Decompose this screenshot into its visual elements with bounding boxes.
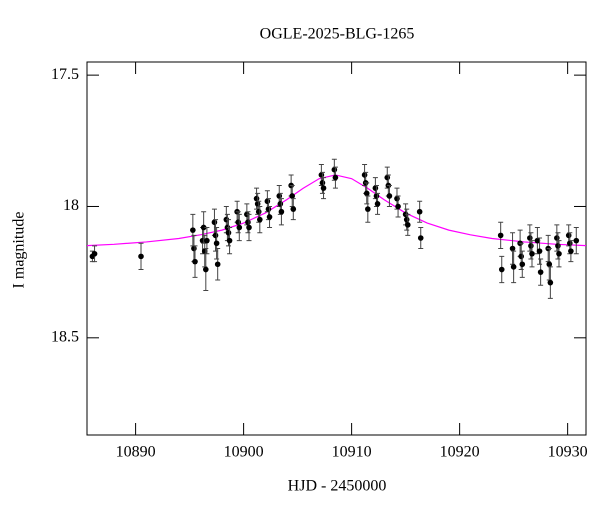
data-point xyxy=(373,193,380,199)
data-point xyxy=(253,195,260,202)
data-point xyxy=(138,253,144,260)
data-point xyxy=(537,269,544,275)
data-point xyxy=(246,224,252,231)
y-tick-label: 18 xyxy=(63,197,79,214)
data-point xyxy=(331,166,338,173)
data-point xyxy=(509,245,516,252)
data-point xyxy=(554,235,560,241)
data-point xyxy=(363,190,370,197)
data-point xyxy=(365,206,371,212)
data-point xyxy=(213,240,220,247)
data-point xyxy=(394,195,400,202)
data-point xyxy=(318,172,325,178)
data-point xyxy=(527,235,533,241)
data-point xyxy=(278,208,285,215)
plot-frame xyxy=(86,61,587,436)
x-tick-label: 10910 xyxy=(332,444,372,461)
data-point xyxy=(556,250,562,257)
data-point xyxy=(91,250,98,257)
data-point xyxy=(536,248,543,254)
data-point xyxy=(236,224,243,231)
model-curve xyxy=(87,174,586,247)
data-point xyxy=(546,261,553,268)
data-point xyxy=(235,219,242,226)
data-point xyxy=(573,237,580,244)
data-point xyxy=(497,232,504,239)
data-point xyxy=(266,214,273,220)
data-point xyxy=(211,219,218,226)
data-point xyxy=(384,174,391,181)
data-point xyxy=(190,227,196,233)
data-point xyxy=(265,206,272,212)
data-point xyxy=(404,222,411,228)
data-point xyxy=(254,201,261,207)
data-point xyxy=(372,185,379,191)
x-tick-label: 10900 xyxy=(224,444,264,461)
data-point xyxy=(361,172,368,178)
x-axis-label: HJD - 2450000 xyxy=(288,478,387,495)
data-point xyxy=(403,216,410,223)
x-tick-label: 10930 xyxy=(548,444,588,461)
data-point xyxy=(555,243,561,249)
y-tick-label: 17.5 xyxy=(51,66,79,83)
data-point xyxy=(289,193,296,199)
data-point xyxy=(225,229,232,236)
data-point xyxy=(529,250,535,257)
y-tick-label: 18.5 xyxy=(51,328,79,345)
data-point xyxy=(226,237,233,244)
data-point xyxy=(290,206,297,212)
plot-area xyxy=(87,158,586,299)
chart-title: OGLE-2025-BLG-1265 xyxy=(260,26,415,43)
data-point xyxy=(319,180,326,186)
data-point xyxy=(257,216,263,223)
y-axis-label: I magnitude xyxy=(11,212,28,289)
data-point xyxy=(200,224,207,231)
data-point xyxy=(568,248,574,254)
data-point xyxy=(528,243,534,249)
data-point xyxy=(277,201,284,207)
data-point xyxy=(566,240,573,247)
data-point xyxy=(276,193,283,199)
data-point xyxy=(518,253,524,260)
data-point xyxy=(534,237,541,244)
data-point xyxy=(320,185,327,191)
data-point xyxy=(416,208,423,215)
data-point xyxy=(204,237,210,244)
data-point xyxy=(374,201,381,207)
data-point xyxy=(498,266,505,273)
data-point xyxy=(332,174,339,181)
data-point xyxy=(192,258,198,265)
data-point xyxy=(519,261,526,268)
data-point xyxy=(510,264,517,270)
data-point xyxy=(547,279,554,286)
data-point xyxy=(386,193,393,199)
data-point xyxy=(245,219,251,226)
data-point xyxy=(417,235,424,241)
x-tick-label: 10890 xyxy=(116,444,156,461)
data-point xyxy=(264,198,271,205)
data-point xyxy=(203,266,209,273)
x-tick-label: 10920 xyxy=(440,444,480,461)
data-point xyxy=(395,203,401,210)
data-point xyxy=(214,261,221,268)
data-point xyxy=(191,245,197,252)
data-point xyxy=(212,232,219,239)
data-point xyxy=(565,232,572,239)
data-point xyxy=(255,208,262,215)
